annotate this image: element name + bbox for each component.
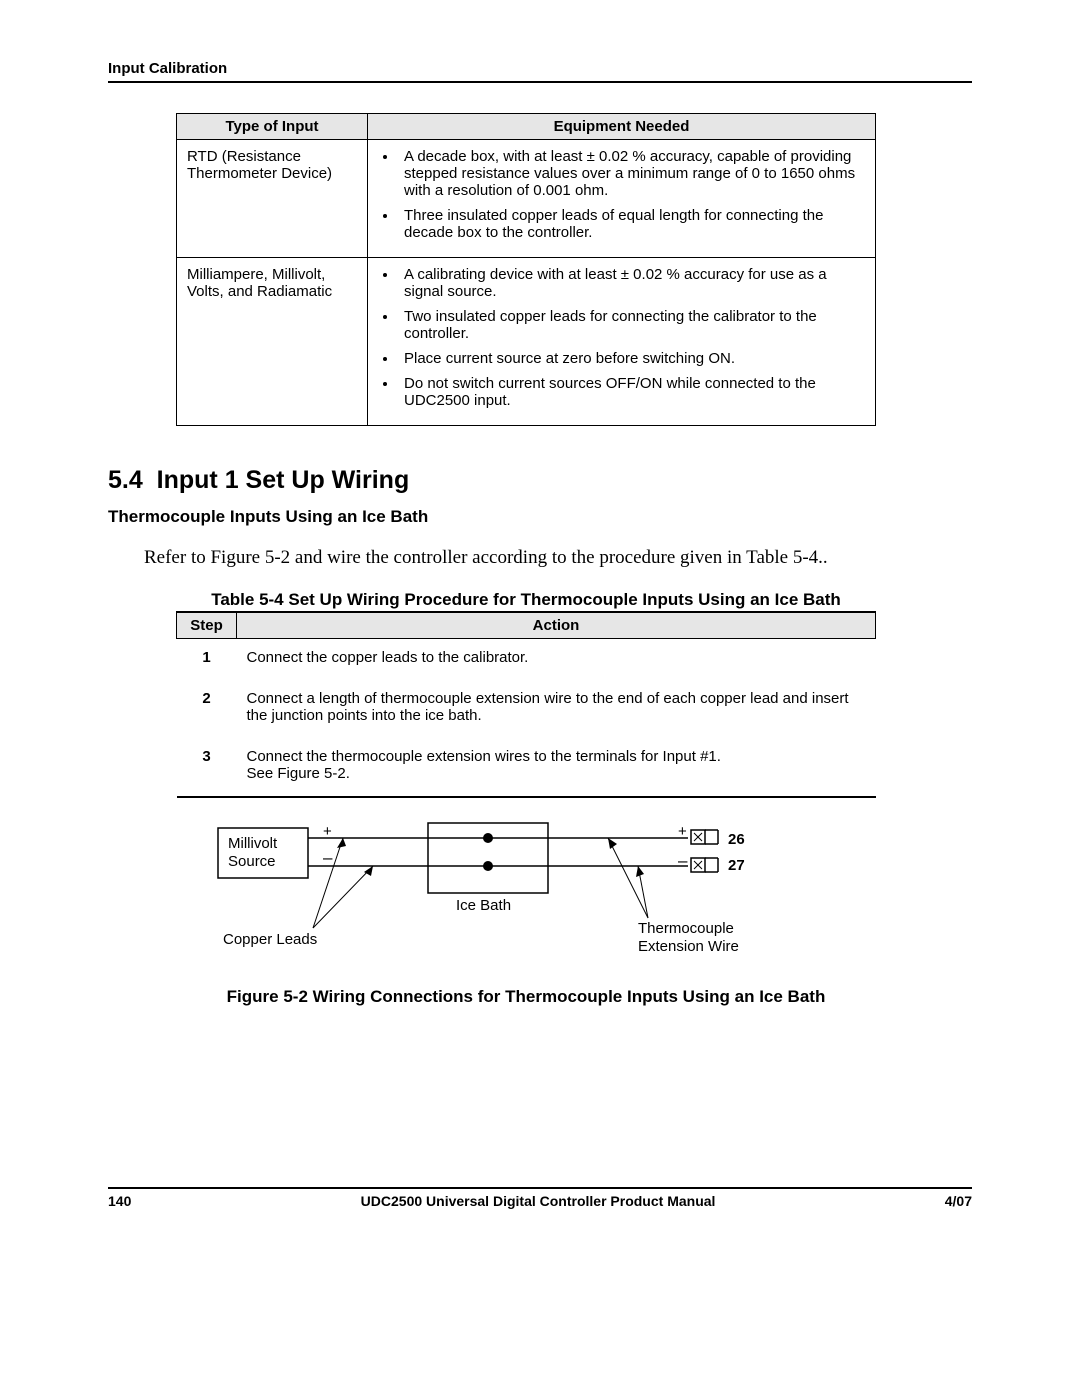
- section-number: 5.4: [108, 466, 143, 494]
- footer-rule: [108, 1187, 972, 1189]
- section-title: Input 1 Set Up Wiring: [157, 466, 410, 494]
- step-action: Connect the copper leads to the calibrat…: [237, 638, 876, 680]
- section-paragraph: Refer to Figure 5-2 and wire the control…: [144, 546, 972, 571]
- equipment-table: Type of Input Equipment Needed RTD (Resi…: [176, 113, 876, 426]
- table-row: 1 Connect the copper leads to the calibr…: [177, 638, 876, 680]
- equip-item: Three insulated copper leads of equal le…: [398, 207, 865, 241]
- figure-caption: Figure 5-2 Wiring Connections for Thermo…: [176, 987, 876, 1007]
- table-row: 2 Connect a length of thermocouple exten…: [177, 680, 876, 738]
- step-number: 1: [177, 638, 237, 680]
- header-label: Input Calibration: [108, 60, 972, 77]
- figure-5-2: MillivoltSource + – Ice Bath Copper Lead…: [208, 818, 972, 973]
- minus-label-term: –: [678, 851, 688, 870]
- equip-item: Place current source at zero before swit…: [398, 350, 865, 367]
- equip-item: A calibrating device with at least ± 0.0…: [398, 266, 865, 300]
- terminal-27-label: 27: [728, 857, 745, 874]
- tc-wire-label-1: ThermocoupleExtension Wire: [638, 920, 739, 955]
- header-rule: [108, 81, 972, 83]
- subsection-heading: Thermocouple Inputs Using an Ice Bath: [108, 507, 972, 527]
- minus-label-source: –: [323, 848, 333, 867]
- equip-item: Do not switch current sources OFF/ON whi…: [398, 375, 865, 409]
- steps-table-caption: Table 5-4 Set Up Wiring Procedure for Th…: [176, 589, 876, 611]
- equip-items-cell: A decade box, with at least ± 0.02 % acc…: [368, 140, 876, 258]
- steps-table: Step Action 1 Connect the copper leads t…: [176, 611, 876, 798]
- equip-item: A decade box, with at least ± 0.02 % acc…: [398, 148, 865, 199]
- equip-col-equipment: Equipment Needed: [368, 114, 876, 140]
- terminal-26-label: 26: [728, 831, 745, 848]
- equip-row: RTD (Resistance Thermometer Device) A de…: [177, 140, 876, 258]
- equip-row: Milliampere, Millivolt, Volts, and Radia…: [177, 258, 876, 426]
- plus-label-term: +: [678, 823, 687, 840]
- equip-item: Two insulated copper leads for connectin…: [398, 308, 865, 342]
- steps-col-action: Action: [237, 612, 876, 639]
- equip-type-cell: Milliampere, Millivolt, Volts, and Radia…: [177, 258, 368, 426]
- page-footer: 140 UDC2500 Universal Digital Controller…: [108, 1193, 972, 1209]
- millivolt-label-1: MillivoltSource: [228, 835, 278, 870]
- step-number: 2: [177, 680, 237, 738]
- footer-title: UDC2500 Universal Digital Controller Pro…: [361, 1193, 716, 1209]
- footer-page-number: 140: [108, 1193, 131, 1209]
- step-action: Connect the thermocouple extension wires…: [237, 738, 876, 797]
- equip-type-cell: RTD (Resistance Thermometer Device): [177, 140, 368, 258]
- junction-dot-top: [483, 833, 493, 843]
- section-heading: 5.4 Input 1 Set Up Wiring: [108, 466, 972, 495]
- junction-dot-bottom: [483, 861, 493, 871]
- equip-col-type: Type of Input: [177, 114, 368, 140]
- steps-col-step: Step: [177, 612, 237, 639]
- table-row: 3 Connect the thermocouple extension wir…: [177, 738, 876, 797]
- equip-items-cell: A calibrating device with at least ± 0.0…: [368, 258, 876, 426]
- footer-date: 4/07: [945, 1193, 972, 1209]
- step-number: 3: [177, 738, 237, 797]
- copper-leads-label: Copper Leads: [223, 931, 317, 948]
- step-action: Connect a length of thermocouple extensi…: [237, 680, 876, 738]
- ice-bath-label: Ice Bath: [456, 897, 511, 914]
